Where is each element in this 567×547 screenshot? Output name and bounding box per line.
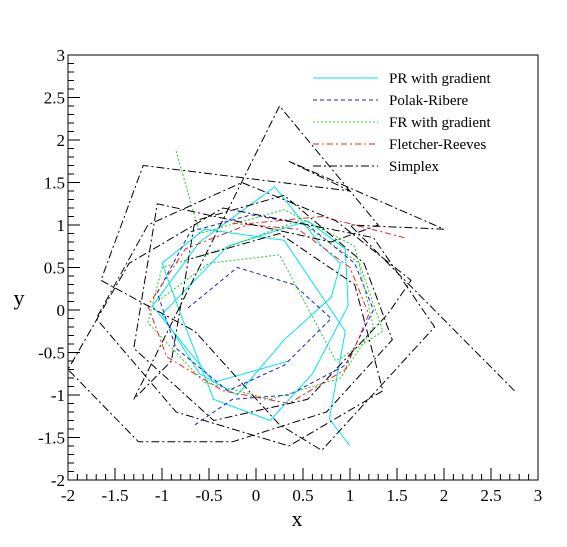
x-tick-label: 2 (440, 486, 449, 505)
legend-label-2: Polak-Ribere (389, 93, 468, 109)
y-tick-label: 1.5 (44, 174, 65, 193)
legend-label-4: Fletcher-Reeves (389, 137, 486, 153)
y-tick-label: 2.5 (44, 89, 65, 108)
x-tick-label: 2.5 (480, 486, 501, 505)
y-tick-label: 2 (57, 131, 66, 150)
x-tick-label: -1.5 (102, 486, 129, 505)
series-line-2 (156, 214, 375, 426)
y-tick-label: 0 (57, 301, 66, 320)
y-tick-label: -2 (51, 471, 65, 490)
legend-label-1: PR with gradient (389, 71, 491, 87)
y-tick-label: -1.5 (38, 429, 65, 448)
x-tick-label: 1 (346, 486, 355, 505)
legend: PR with gradient Polak-Ribere FR with grad… (313, 71, 491, 175)
x-tick-label: -0.5 (196, 486, 223, 505)
y-axis-title: y (14, 285, 25, 310)
y-tick-label: -1 (51, 386, 65, 405)
x-tick-label: 3 (534, 486, 543, 505)
axis-layer: -2 -1.5 -1 -0.5 0 0.5 1 1.5 2 2.5 3 -2 -1.5 -1 -0.5 0 0.… (38, 46, 542, 505)
legend-label-3: FR with gradient (389, 115, 491, 131)
x-tick-label: -1 (155, 486, 169, 505)
y-tick-label: 1 (57, 216, 66, 235)
series-layer (67, 105, 515, 451)
x-tick-label: 0 (252, 486, 261, 505)
y-tick-label: 0.5 (44, 259, 65, 278)
x-tick-label: 1.5 (386, 486, 407, 505)
x-tick-label: -2 (61, 486, 75, 505)
y-tick-label: -0.5 (38, 344, 65, 363)
y-tick-label: 3 (57, 46, 66, 65)
x-tick-label: 0.5 (292, 486, 313, 505)
series-line-5 (67, 105, 515, 451)
series-line-1 (151, 186, 351, 447)
series-line-4 (147, 215, 405, 405)
legend-label-5: Simplex (389, 159, 440, 175)
x-axis-title: x (292, 506, 303, 531)
